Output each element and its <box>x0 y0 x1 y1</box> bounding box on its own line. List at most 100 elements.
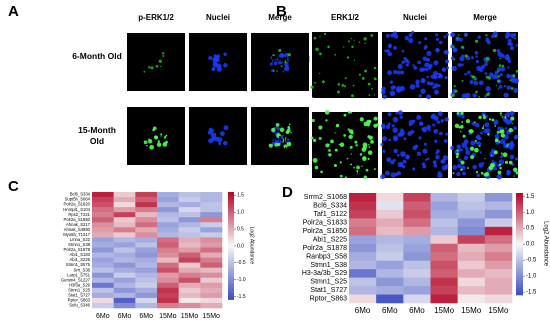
erk-signal <box>328 153 332 157</box>
erk-signal <box>367 150 373 155</box>
nucleus <box>445 166 449 170</box>
heatmap-cell <box>113 252 136 258</box>
heatmap-cell <box>376 252 404 261</box>
erk-signal <box>283 144 288 149</box>
heatmap-cell <box>349 286 377 295</box>
nucleus <box>396 153 400 157</box>
row-label: Bcl6_S334 <box>313 203 347 210</box>
erk-signal <box>273 70 275 72</box>
nucleus <box>440 160 444 164</box>
nucleus <box>389 80 394 84</box>
nucleus <box>426 157 430 161</box>
erk-signal <box>454 123 460 129</box>
erk-signal <box>354 140 358 144</box>
erk-signal <box>487 76 491 80</box>
heatmap-cell <box>484 218 513 228</box>
erk-signal <box>514 37 516 40</box>
micrograph-texture <box>381 30 450 100</box>
heatmap-cell <box>92 247 114 253</box>
nucleus <box>503 84 507 88</box>
erk-signal <box>363 37 367 41</box>
heatmap-cell <box>200 232 223 238</box>
column-header: Nuclei <box>402 13 427 22</box>
erk-signal <box>459 130 462 133</box>
erk-signal <box>333 163 337 168</box>
erk-signal <box>501 116 504 118</box>
heatmap-cell <box>403 269 431 278</box>
heatmap-cell <box>349 260 377 270</box>
nucleus <box>419 122 424 126</box>
row-label: Ahnak_S217 <box>66 222 91 227</box>
colorbar-tick-label: 1.0 <box>526 210 535 216</box>
nucleus <box>409 84 416 90</box>
colorbar-tick-label: -1.5 <box>526 290 537 296</box>
nucleus <box>423 46 427 50</box>
heatmap-cell <box>157 242 179 248</box>
column-label: 6Mo <box>96 313 110 320</box>
erk-signal <box>460 168 463 171</box>
erk-signal <box>488 118 492 121</box>
nucleus <box>474 122 480 128</box>
nucleus <box>403 137 407 141</box>
heatmap-cell <box>349 277 377 287</box>
heatmap-cell <box>376 226 404 236</box>
erk-signal <box>507 143 509 145</box>
erk-signal <box>515 70 519 73</box>
heatmap-cell <box>484 252 513 261</box>
erk-signal <box>277 143 281 147</box>
heatmap-cell <box>430 286 458 295</box>
nucleus <box>393 69 398 75</box>
erk-signal <box>359 153 363 156</box>
nucleus <box>404 35 410 41</box>
heatmap-cell <box>200 242 223 248</box>
nucleus <box>507 66 510 69</box>
heatmap-cell <box>403 226 431 236</box>
erk-signal <box>337 90 341 94</box>
nucleus <box>513 33 517 36</box>
heatmap-cell <box>200 272 223 279</box>
heatmap-cell <box>157 207 179 213</box>
nucleus <box>493 119 499 125</box>
nucleus <box>500 66 506 72</box>
erk-signal <box>290 131 292 134</box>
heatmap-cell <box>484 193 513 202</box>
erk-signal <box>456 149 459 152</box>
heatmap-cell <box>113 212 136 218</box>
heatmap-cell <box>349 201 377 211</box>
heatmap-cell <box>484 235 513 245</box>
heatmap-cell <box>92 202 114 208</box>
nucleus <box>421 162 426 166</box>
heatmap-cell <box>178 272 201 279</box>
heatmap-cell <box>113 242 136 248</box>
nucleus <box>401 49 405 53</box>
erk-signal <box>336 123 340 127</box>
heatmap-cell <box>376 201 404 211</box>
heatmap-cell <box>135 192 158 198</box>
heatmap-cell <box>403 277 431 287</box>
erk-signal <box>468 129 472 133</box>
erk-signal <box>358 73 362 76</box>
erk-signal <box>357 172 359 174</box>
erk-signal <box>480 171 484 175</box>
nucleus <box>382 125 386 130</box>
nucleus <box>438 40 443 45</box>
column-label: 6Mo <box>355 306 371 315</box>
erk-signal <box>515 171 519 175</box>
nucleus <box>399 85 405 92</box>
heatmap-cell <box>113 302 136 309</box>
nucleus <box>435 33 439 37</box>
erk-signal <box>367 82 371 86</box>
nucleus <box>508 119 513 124</box>
nucleus <box>470 140 476 146</box>
erk-signal <box>464 34 467 37</box>
erk-signal <box>325 119 328 122</box>
nucleus <box>387 112 392 117</box>
erk-signal <box>513 167 518 172</box>
nucleus <box>420 88 426 94</box>
nucleus <box>433 70 439 76</box>
erk-signal <box>376 123 379 127</box>
heatmap-cell <box>113 197 136 203</box>
heatmap-cell <box>376 218 404 228</box>
heatmap-cell <box>200 302 223 309</box>
nucleus <box>426 124 431 130</box>
